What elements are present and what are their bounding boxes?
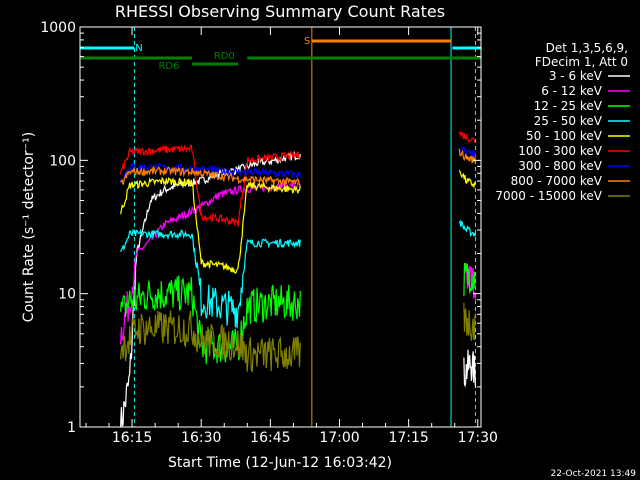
footer-timestamp: 22-Oct-2021 13:49 xyxy=(551,469,637,479)
x-axis-label: Start Time (12-Jun-12 16:03:42) xyxy=(168,455,392,471)
plot-frame xyxy=(79,26,482,428)
legend-label-7: 800 - 7000 keV xyxy=(511,174,603,188)
series-5 xyxy=(120,129,476,227)
series-line-4-1 xyxy=(458,170,476,190)
state-label-rd6: RD6 xyxy=(158,61,179,72)
series-line-7-1 xyxy=(458,148,477,164)
series-line-7-0 xyxy=(120,165,301,188)
x-tick-label-1: 16:30 xyxy=(181,430,221,446)
series-7 xyxy=(120,148,477,188)
y-tick-label-0: 1 xyxy=(67,420,76,436)
state-label-s: S xyxy=(304,36,310,47)
x-tick-label-3: 17:00 xyxy=(319,430,359,446)
legend-label-8: 7000 - 15000 keV xyxy=(495,189,602,203)
y-axis-label: Count Rate (s⁻¹ detector⁻¹) xyxy=(21,132,37,322)
series-line-4-0 xyxy=(120,176,301,274)
series-3 xyxy=(120,219,477,329)
series-line-8-0 xyxy=(120,310,301,373)
y-tick-label-3: 1000 xyxy=(40,20,76,36)
data-series xyxy=(120,129,477,428)
legend-label-6: 300 - 800 keV xyxy=(518,159,602,173)
state-label-rd0: RD0 xyxy=(214,51,235,62)
x-tick-label-4: 17:15 xyxy=(388,430,428,446)
state-bars: N S RD0 RD6 xyxy=(79,27,482,427)
legend: Det 1,3,5,6,9,FDecim 1, Att 03 - 6 keV6 … xyxy=(495,41,630,203)
legend-label-5: 100 - 300 keV xyxy=(518,144,602,158)
series-line-5-1 xyxy=(458,129,476,144)
series-line-6-0 xyxy=(120,161,301,184)
legend-label-3: 25 - 50 keV xyxy=(534,114,603,128)
axes: 16:15 16:30 16:45 17:00 17:15 17:30 1 10 100 1000 xyxy=(40,20,498,446)
y-tick-label-1: 10 xyxy=(58,287,76,303)
x-tick-label-5: 17:30 xyxy=(458,430,498,446)
series-2 xyxy=(120,262,476,365)
legend-label-1: 6 - 12 keV xyxy=(541,84,603,98)
chart-title: RHESSI Observing Summary Count Rates xyxy=(115,2,445,21)
state-label-n: N xyxy=(135,43,142,54)
legend-header-1: FDecim 1, Att 0 xyxy=(535,55,628,69)
legend-label-2: 12 - 25 keV xyxy=(534,99,603,113)
legend-label-4: 50 - 100 keV xyxy=(526,129,603,143)
legend-label-0: 3 - 6 keV xyxy=(549,69,603,83)
series-line-5-0 xyxy=(120,144,301,227)
series-8 xyxy=(120,302,477,373)
x-tick-label-2: 16:45 xyxy=(250,430,290,446)
series-4 xyxy=(120,170,476,274)
series-line-6-1 xyxy=(458,146,477,159)
series-6 xyxy=(120,146,477,184)
y-tick-label-2: 100 xyxy=(49,153,76,169)
series-line-3-1 xyxy=(458,219,477,238)
series-line-0-1 xyxy=(463,349,477,388)
series-line-8-1 xyxy=(463,302,477,341)
series-line-2-1 xyxy=(463,262,476,297)
series-line-2-0 xyxy=(120,275,301,365)
x-tick-label-0: 16:15 xyxy=(112,430,152,446)
legend-header-0: Det 1,3,5,6,9, xyxy=(546,41,628,55)
series-line-3-0 xyxy=(120,228,301,329)
